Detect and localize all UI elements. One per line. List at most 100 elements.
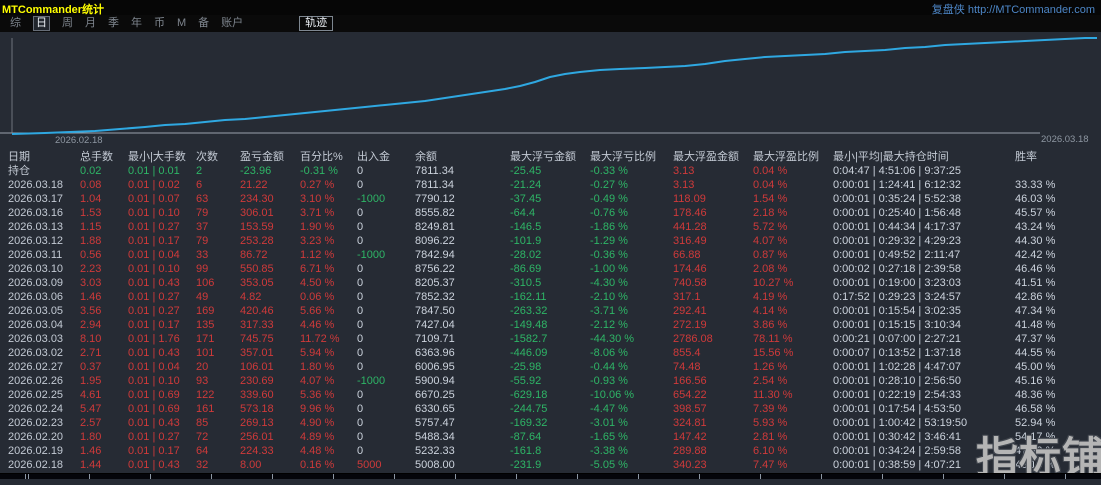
table-cell: -86.69: [510, 263, 542, 275]
table-cell: 1.46: [80, 291, 102, 303]
menu-item-周[interactable]: 周: [62, 17, 73, 29]
table-cell: 1.04: [80, 193, 102, 205]
table-cell: 101: [196, 347, 215, 359]
menu-item-M[interactable]: M: [177, 17, 187, 29]
table-cell: 44.55 %: [1015, 347, 1056, 359]
table-cell: 8249.81: [415, 221, 455, 233]
table-row[interactable]: 2026.03.16 1.53 0.01 | 0.10 79 306.01 3.71 % 0…: [0, 206, 1101, 220]
table-cell: 0:04:47 | 4:51:06 | 9:37:25: [833, 165, 962, 177]
table-cell: 2026.02.25: [8, 389, 64, 401]
brand-link[interactable]: 复盘侠 http://MTCommander.com: [931, 4, 1095, 16]
menu-item-日[interactable]: 日: [33, 16, 50, 31]
table-cell: 0:00:01 | 0:49:52 | 2:11:47: [833, 249, 961, 261]
table-row[interactable]: 2026.03.11 0.56 0.01 | 0.04 33 86.72 1.12 % -1…: [0, 248, 1101, 262]
table-cell: 2.23: [80, 263, 102, 275]
table-cell: 340.23: [673, 459, 707, 471]
table-cell: 171: [196, 333, 215, 345]
table-cell: 3.10 %: [300, 193, 335, 205]
table-cell: 0:00:01 | 0:25:40 | 1:56:48: [833, 207, 962, 219]
table-row[interactable]: 2026.03.12 1.88 0.01 | 0.17 79 253.28 3.23 % 0…: [0, 234, 1101, 248]
table-cell: 0: [357, 263, 364, 275]
table-row[interactable]: 2026.02.26 1.95 0.01 | 0.10 93 230.69 4.07 % -…: [0, 374, 1101, 388]
table-cell: -0.33 %: [590, 165, 628, 177]
chart-end-date-label: 2026.03.18: [1041, 134, 1089, 145]
bottom-cell-strip: [0, 473, 1101, 479]
table-cell: 7109.71: [415, 333, 455, 345]
table-cell: -0.49 %: [590, 193, 628, 205]
table-cell: 0.01 | 0.10: [128, 263, 180, 275]
table-cell: -5.05 %: [590, 459, 628, 471]
table-cell: 1.12 %: [300, 249, 335, 261]
table-cell: 357.01: [240, 347, 274, 359]
table-cell: 3.71 %: [300, 207, 335, 219]
table-cell: 106: [196, 277, 215, 289]
table-cell: 0:00:01 | 0:34:24 | 2:59:58: [833, 445, 962, 457]
table-cell: 1.90 %: [300, 221, 335, 233]
table-cell: 234.30: [240, 193, 274, 205]
table-cell: 3.56: [80, 305, 102, 317]
table-cell: 2: [196, 165, 203, 177]
table-row[interactable]: 2026.02.23 2.57 0.01 | 0.43 85 269.13 4.90 % 0…: [0, 416, 1101, 430]
table-cell: 4.89 %: [300, 431, 335, 443]
table-row[interactable]: 2026.03.04 2.94 0.01 | 0.17 135 317.33 4.46 %…: [0, 318, 1101, 332]
table-cell: 1.46: [80, 445, 102, 457]
menu-item-币[interactable]: 币: [154, 17, 165, 29]
table-cell: 153.59: [240, 221, 274, 233]
table-cell: -21.24: [510, 179, 542, 191]
table-row[interactable]: 持仓 0.02 0.01 | 0.01 2 -23.96 -0.31 % 0 7811.34 -…: [0, 164, 1101, 178]
table-cell: -28.02: [510, 249, 542, 261]
table-cell: 42.42 %: [1015, 249, 1056, 261]
menu-item-季[interactable]: 季: [108, 17, 119, 29]
table-cell: 4.90 %: [300, 417, 335, 429]
table-cell: 0.01 | 0.27: [128, 221, 180, 233]
table-row[interactable]: 2026.03.13 1.15 0.01 | 0.27 37 153.59 1.90 % 0…: [0, 220, 1101, 234]
table-cell: 230.69: [240, 375, 274, 387]
table-cell: 10.27 %: [753, 277, 794, 289]
table-row[interactable]: 2026.03.06 1.46 0.01 | 0.27 49 4.82 0.06 % 0 78…: [0, 290, 1101, 304]
table-cell: -1.29 %: [590, 235, 628, 247]
table-row[interactable]: 2026.02.27 0.37 0.01 | 0.04 20 106.01 1.80 % 0…: [0, 360, 1101, 374]
menu-item-月[interactable]: 月: [85, 17, 96, 29]
table-cell: 2026.02.23: [8, 417, 64, 429]
table-row[interactable]: 2026.02.24 5.47 0.01 | 0.69 161 573.18 9.96 %…: [0, 402, 1101, 416]
menu-item-综[interactable]: 综: [10, 17, 21, 29]
menu-bar: 综日周月季年币 M 备账户 轨迹: [0, 15, 1101, 32]
table-cell: 0.01 | 0.43: [128, 347, 180, 359]
table-row[interactable]: 2026.03.02 2.71 0.01 | 0.43 101 357.01 5.94 %…: [0, 346, 1101, 360]
menu-item-账户[interactable]: 账户: [221, 17, 244, 29]
table-cell: 2026.02.26: [8, 375, 64, 387]
table-cell: -8.06 %: [590, 347, 628, 359]
table-row[interactable]: 2026.02.19 1.46 0.01 | 0.17 64 224.33 4.48 % 0…: [0, 444, 1101, 458]
table-cell: 2026.03.06: [8, 291, 64, 303]
menu-item-年[interactable]: 年: [131, 17, 142, 29]
table-cell: 2.08 %: [753, 263, 788, 275]
table-row[interactable]: 2026.02.18 1.44 0.01 | 0.43 32 8.00 0.16 % 500…: [0, 458, 1101, 472]
table-cell: 7427.04: [415, 319, 455, 331]
table-row[interactable]: 2026.02.20 1.80 0.01 | 0.27 72 256.01 4.89 % 0…: [0, 430, 1101, 444]
table-cell: 740.58: [673, 277, 707, 289]
table-cell: 0.16 %: [300, 459, 335, 471]
table-cell: 7811.34: [415, 179, 454, 191]
table-row[interactable]: 2026.03.10 2.23 0.01 | 0.10 99 550.85 6.71 % 0…: [0, 262, 1101, 276]
menu-item-备[interactable]: 备: [198, 17, 210, 29]
table-row[interactable]: 2026.03.18 0.08 0.01 | 0.02 6 21.22 0.27 % 0 78…: [0, 178, 1101, 192]
table-row[interactable]: 2026.03.03 8.10 0.01 | 1.76 171 745.75 11.72 …: [0, 332, 1101, 346]
menu-items: 综日周月季年币 M 备账户: [0, 16, 243, 31]
table-cell: 0:00:01 | 0:15:15 | 3:10:34: [833, 319, 962, 331]
table-cell: 0:00:07 | 0:13:52 | 1:37:18: [833, 347, 962, 359]
table-cell: 41.48 %: [1015, 319, 1056, 331]
trace-button[interactable]: 轨迹: [299, 16, 334, 31]
table-cell: -87.64: [510, 431, 542, 443]
table-cell: 6.71 %: [300, 263, 335, 275]
table-cell: 398.57: [673, 403, 707, 415]
table-row[interactable]: 2026.03.05 3.56 0.01 | 0.27 169 420.46 5.66 %…: [0, 304, 1101, 318]
table-row[interactable]: 2026.03.09 3.03 0.01 | 0.43 106 353.05 4.50 %…: [0, 276, 1101, 290]
table-cell: 0.87 %: [753, 249, 788, 261]
table-cell: 86.72: [240, 249, 268, 261]
table-cell: 0:00:01 | 0:28:10 | 2:56:50: [833, 375, 962, 387]
table-cell: 6670.25: [415, 389, 455, 401]
table-row[interactable]: 2026.03.17 1.04 0.01 | 0.07 63 234.30 3.10 % -…: [0, 192, 1101, 206]
table-row[interactable]: 2026.02.25 4.61 0.01 | 0.69 122 339.60 5.36 %…: [0, 388, 1101, 402]
column-header: 最大浮亏金额: [510, 151, 576, 163]
table-cell: 32: [196, 459, 209, 471]
